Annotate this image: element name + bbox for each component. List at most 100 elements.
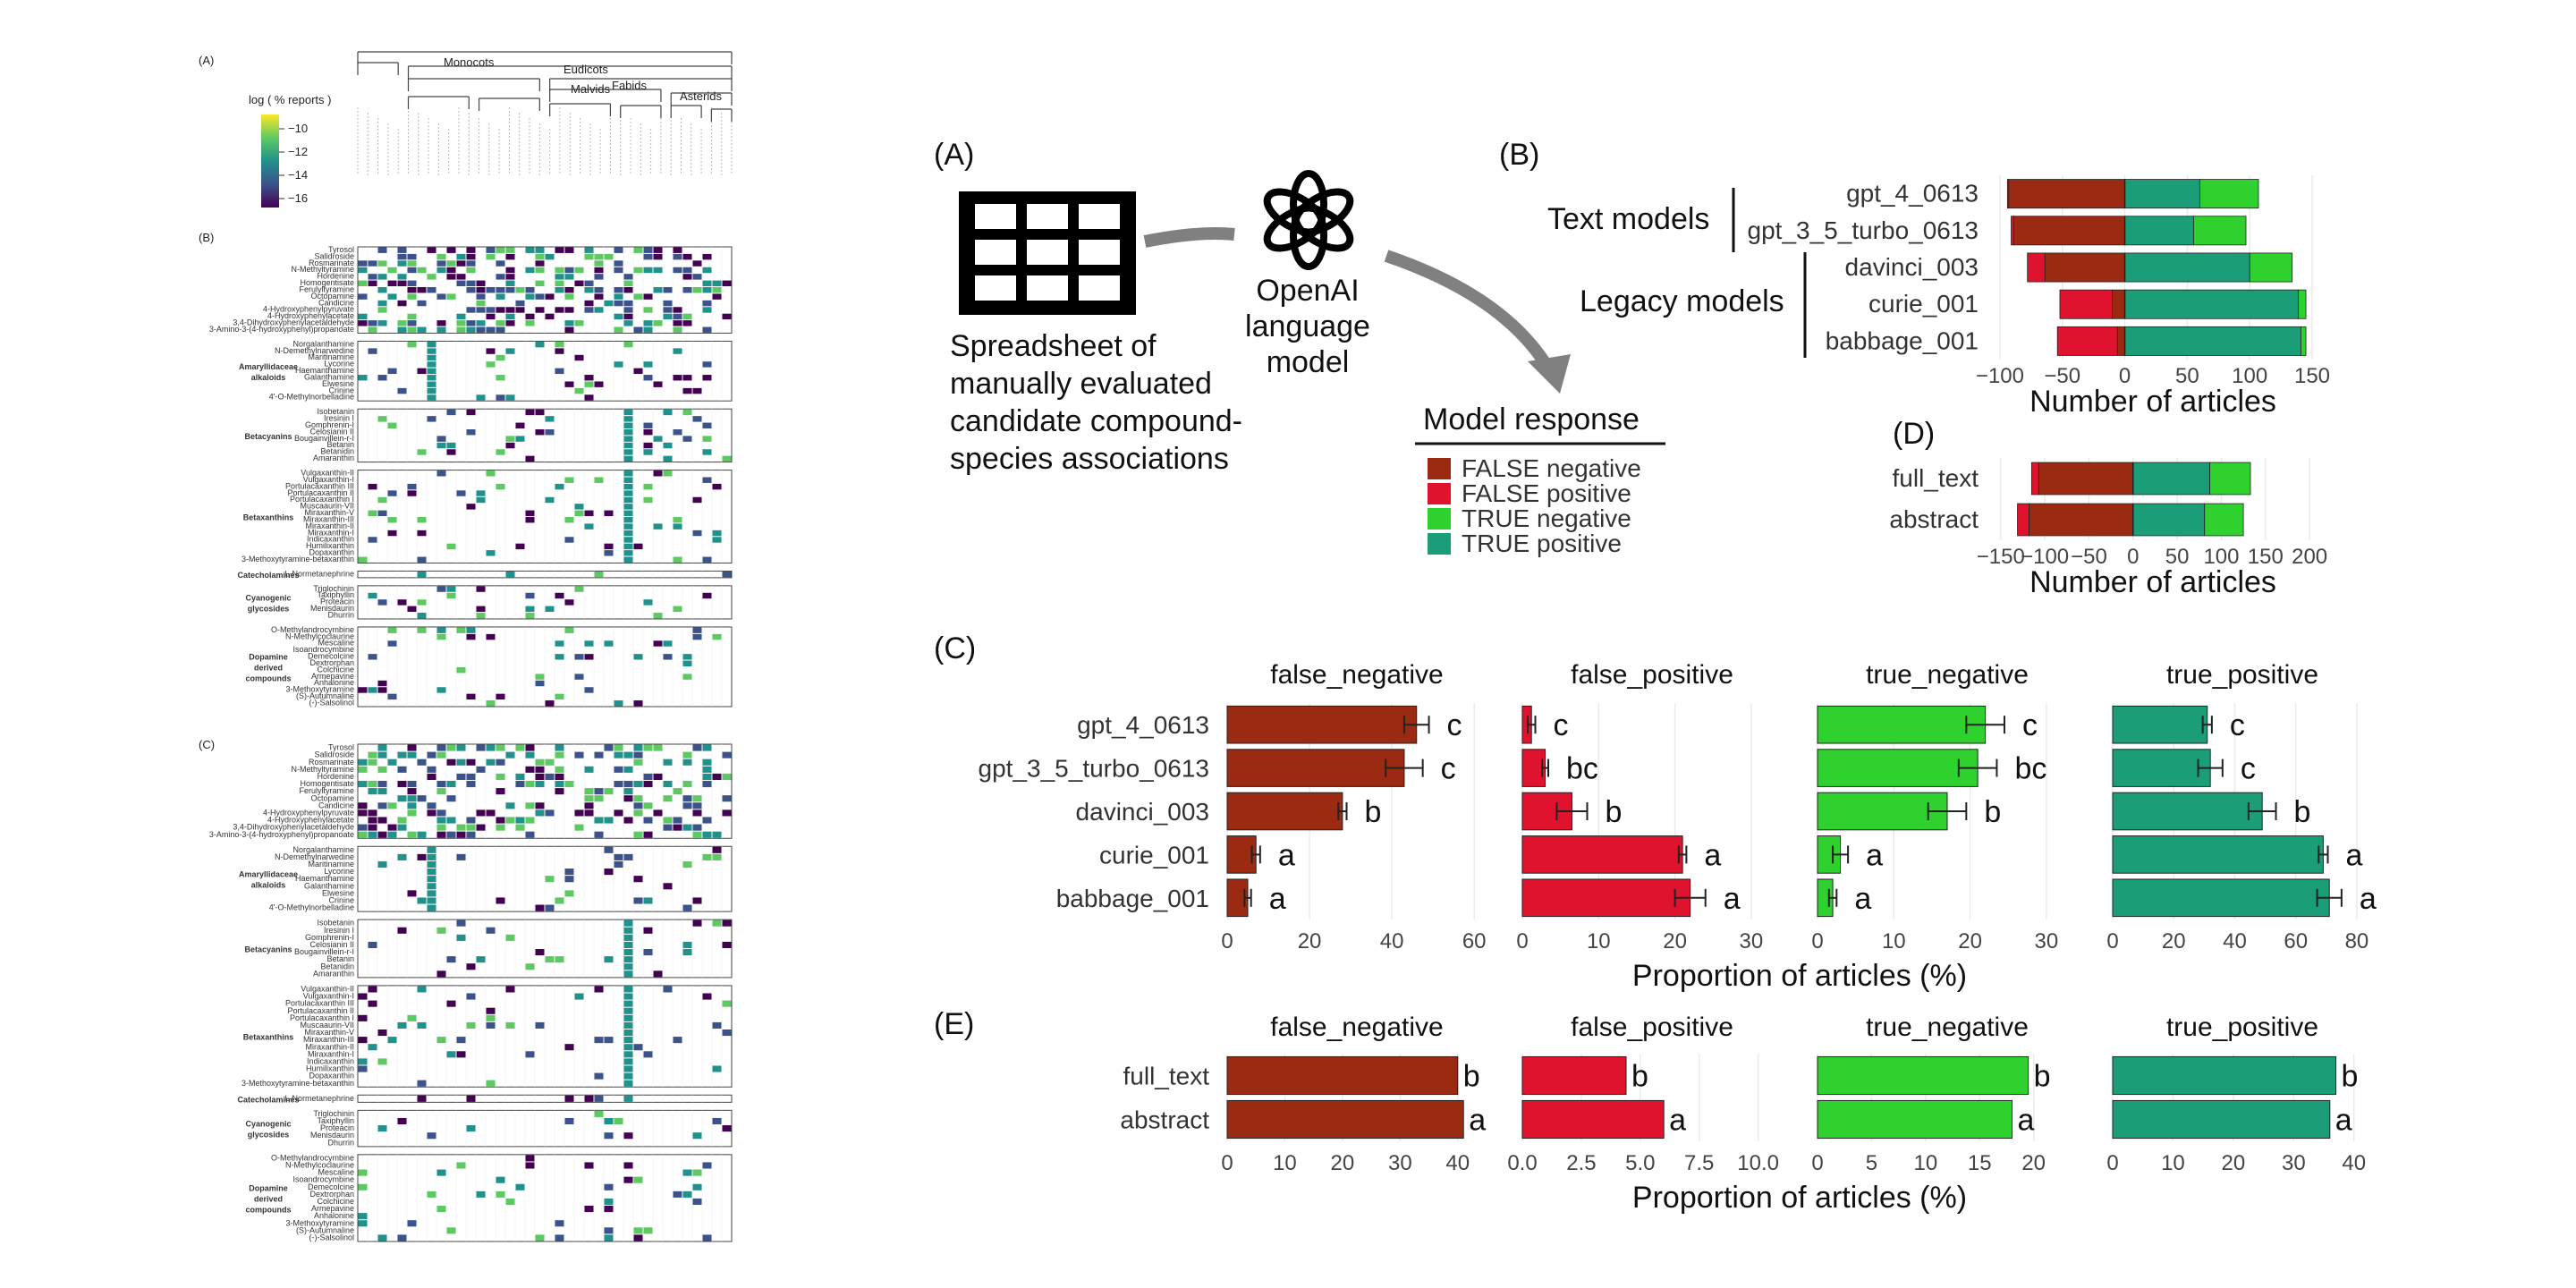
heatmap-cell [633,758,643,766]
heatmap-cell [515,287,525,293]
heatmap-cell [702,375,712,381]
heatmap-cell [604,543,614,550]
compound-group-label: alkaloids [251,881,286,890]
heatmap-cell [564,247,574,253]
heatmap-cell [722,313,732,320]
heatmap-cell [535,1234,545,1241]
heatmap-cell [407,293,417,300]
heatmap-cell [505,802,515,809]
compound-label: Miraxanthin-III [303,1035,354,1044]
heatmap-cell [525,320,535,326]
bar-segment [2132,503,2206,537]
heatmap-cell [368,654,377,660]
heatmap-cell [564,477,574,483]
heatmap-cell [673,348,682,354]
heatmap-cell [407,253,417,260]
heatmap-cell [574,654,584,660]
bar [1521,1055,1627,1096]
heatmap-cell [604,817,614,824]
bar-segment [2249,252,2293,283]
x-tick-label: −50 [2071,545,2107,569]
heatmap-cell [633,795,643,802]
heatmap-cell [407,795,417,802]
heatmap-cell [496,247,505,253]
heatmap-cell [397,320,407,326]
heatmap-cell [574,674,584,680]
heatmap-cell [486,550,496,556]
heatmap-cell [377,687,387,693]
heatmap-cell [623,963,633,970]
heatmap-cell [682,1169,692,1176]
legend-label: FALSE positive [1462,479,1631,507]
heatmap-cell [623,1029,633,1037]
heatmap-cell [486,1014,496,1021]
compound-label: Maritinamine [308,860,354,869]
heatmap-cell [486,348,496,354]
heatmap-cell [377,788,387,795]
category-label: curie_001 [1099,841,1209,869]
heatmap-cell [604,1198,614,1206]
x-tick-label: 200 [2292,545,2327,569]
heatmap-cell [673,253,682,260]
heatmap-cell [456,744,466,751]
heatmap-cell [692,1132,702,1140]
x-tick-label: 0 [2106,1151,2118,1175]
heatmap-cell [377,247,387,253]
heatmap-cell [653,970,663,978]
heatmap-cell [476,1191,486,1198]
heatmap-cell [525,247,535,253]
legend-tick-label: −16 [288,191,308,205]
heatmap-cell [653,267,663,274]
heatmap-cell [407,831,417,838]
heatmap-cell [623,416,633,422]
heatmap-cell [584,802,594,809]
compound-label: Dhurrin [327,610,354,619]
x-tick-label: 20 [2162,929,2186,953]
heatmap-cell [446,543,456,550]
heatmap-cell [515,307,525,313]
model-response-title: Model response [1423,402,1640,436]
heatmap-cell [427,368,436,375]
heatmap-cell [623,517,633,523]
bar-segment [2059,289,2114,319]
heatmap-cell [614,267,623,274]
heatmap-cell [614,860,623,869]
heatmap-cell [436,320,446,326]
heatmap-cell [643,247,653,253]
legacy-models-label: Legacy models [1580,284,1784,318]
heatmap-cell [663,654,673,660]
heatmap-cell [633,293,643,300]
significance-letter: b [2294,795,2311,829]
heatmap-cell [564,1095,574,1102]
compound-group-label: Cyanogenic [245,1120,291,1129]
compound-label: Miraxanthin-V [304,1028,354,1037]
x-tick-label: 10.0 [1737,1151,1779,1175]
heatmap-cell [456,1051,466,1058]
bar [2112,749,2211,787]
heatmap-cell [377,751,387,758]
heatmap-cell [702,556,712,563]
heatmap-cell [456,758,466,766]
significance-letter: a [1866,838,1883,872]
heatmap-cell [377,766,387,773]
heatmap-cell [515,436,525,442]
heatmap-cell [427,860,436,869]
heatmap-cell [486,758,496,766]
bar-segment [2008,179,2125,209]
x-tick-label: 7.5 [1684,1151,1714,1175]
heatmap-cell [702,831,712,838]
significance-letter: b [1606,795,1623,829]
heatmap-cell [525,510,535,517]
legend-tick-label: −10 [288,122,308,135]
heatmap-cell [604,253,614,260]
significance-letter: a [1704,838,1721,872]
heatmap-cell [446,1051,456,1058]
heatmap-cell [377,1125,387,1132]
heatmap-cell [692,633,702,640]
compound-label: Galanthamine [304,372,354,381]
heatmap-cell [722,751,732,758]
compound-group-label: compounds [246,1205,292,1214]
heatmap-cell [407,809,417,817]
x-tick-label: 20 [2222,1151,2246,1175]
heatmap-cell [623,1065,633,1072]
